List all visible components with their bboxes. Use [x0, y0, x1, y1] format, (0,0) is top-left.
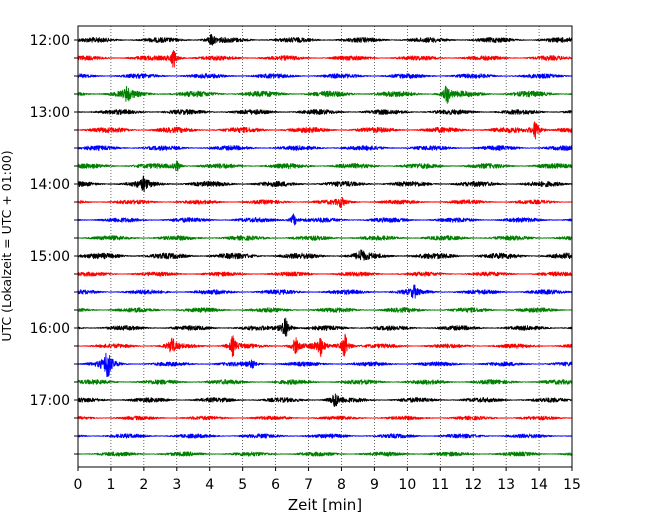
- trace-line: [77, 108, 573, 115]
- trace-line: [77, 235, 573, 241]
- trace-line: [77, 393, 573, 407]
- y-tick-label: 17:00: [30, 393, 70, 409]
- y-tick-label: 15:00: [30, 249, 70, 265]
- trace-line: [77, 121, 573, 140]
- trace-line: [77, 451, 573, 457]
- x-axis-label: Zeit [min]: [288, 496, 362, 514]
- trace-line: [77, 196, 573, 209]
- trace-line: [77, 249, 573, 261]
- trace-group: [77, 33, 573, 457]
- x-tick-label: 13: [497, 477, 515, 493]
- x-tick-label: 4: [205, 477, 214, 493]
- x-tick-label: 15: [563, 477, 581, 493]
- trace-line: [77, 50, 573, 68]
- trace-line: [77, 333, 573, 358]
- trace-line: [77, 145, 573, 151]
- trace-line: [77, 284, 573, 299]
- y-tick-label: 16:00: [30, 321, 70, 337]
- x-tick-label: 3: [172, 477, 181, 493]
- trace-line: [77, 85, 573, 104]
- x-tick-label: 2: [139, 477, 148, 493]
- x-axis: 0 1 2 3 4 5 6 7 8 9 10 11 12 13 14 15: [74, 467, 581, 493]
- trace-line: [77, 33, 573, 46]
- y-axis-label: UTC (Lokalzeit = UTC + 01:00): [0, 150, 14, 341]
- trace-line: [77, 352, 573, 378]
- trace-line: [77, 379, 573, 385]
- y-tick-label: 12:00: [30, 33, 70, 49]
- y-axis: 12:00 13:00 14:00 15:00 16:00 17:00: [30, 33, 78, 455]
- trace-line: [77, 317, 573, 337]
- x-tick-label: 11: [431, 477, 449, 493]
- y-tick-label: 13:00: [30, 105, 70, 121]
- trace-line: [77, 160, 573, 172]
- trace-line: [77, 213, 573, 226]
- x-tick-label: 14: [530, 477, 548, 493]
- x-tick-label: 8: [337, 477, 346, 493]
- trace-line: [77, 271, 573, 277]
- trace-line: [77, 415, 573, 421]
- x-tick-label: 1: [106, 477, 115, 493]
- plot-frame: [77, 25, 573, 468]
- x-tick-label: 9: [370, 477, 379, 493]
- x-tick-label: 6: [271, 477, 280, 493]
- trace-line: [77, 175, 573, 193]
- x-tick-label: 10: [398, 477, 416, 493]
- y-tick-label: 14:00: [30, 177, 70, 193]
- x-tick-label: 5: [238, 477, 247, 493]
- trace-line: [77, 433, 573, 439]
- trace-line: [77, 73, 573, 79]
- x-tick-label: 7: [304, 477, 313, 493]
- x-tick-label: 0: [74, 477, 83, 493]
- trace-line: [77, 307, 573, 313]
- x-tick-label: 12: [464, 477, 482, 493]
